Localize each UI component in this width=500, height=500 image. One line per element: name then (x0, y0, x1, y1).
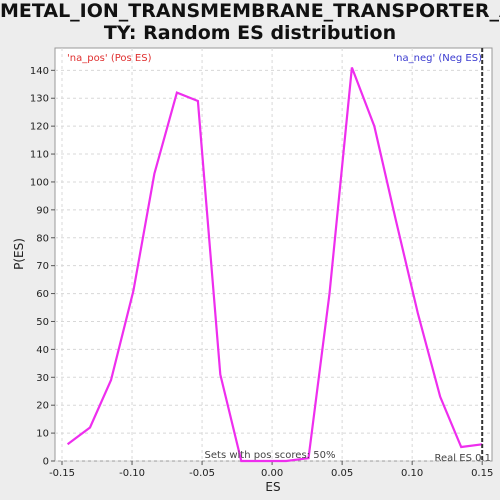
chart-title: METAL_ION_TRANSMEMBRANE_TRANSPORTER_ACTI… (0, 0, 500, 44)
sets-with-pos-scores: Sets with pos scores: 50% (205, 450, 336, 461)
y-tick-label: 110 (30, 150, 49, 161)
x-tick-label: 0.00 (261, 468, 283, 479)
series-line (66, 67, 483, 463)
y-tick-label: 0 (43, 457, 49, 468)
y-tick-label: 20 (36, 401, 49, 412)
y-tick-label: 30 (36, 373, 49, 384)
chart-title-line2: TY: Random ES distribution (103, 22, 397, 44)
x-tick-label: 0.05 (331, 468, 353, 479)
y-tick-label: 130 (30, 94, 49, 105)
x-tick-label: -0.15 (49, 468, 75, 479)
y-tick-label: 70 (36, 261, 49, 272)
y-axis: 0 10 20 30 40 50 60 70 80 90 100 110 120 130 140 (30, 66, 55, 468)
x-axis: -0.15 -0.10 -0.05 0.00 0.05 0.10 0.15 (49, 461, 493, 479)
x-tick-label: -0.10 (119, 468, 145, 479)
x-tick-label: 0.10 (401, 468, 423, 479)
y-tick-label: 50 (36, 317, 49, 328)
y-tick-label: 90 (36, 205, 49, 216)
pos-label: 'na_pos' (Pos ES) (67, 53, 152, 64)
y-tick-label: 120 (30, 122, 49, 133)
y-tick-label: 60 (36, 289, 49, 300)
y-tick-label: 100 (30, 177, 49, 188)
y-tick-label: 140 (30, 66, 49, 77)
x-axis-label: ES (265, 480, 280, 494)
grid (55, 48, 492, 462)
y-tick-label: 40 (36, 345, 49, 356)
y-tick-label: 10 (36, 429, 49, 440)
neg-label: 'na_neg' (Neg ES) (393, 53, 482, 64)
y-axis-label: P(ES) (12, 238, 26, 270)
plot-area (54, 47, 493, 462)
real-es-label: Real ES 0.1 (435, 453, 491, 464)
x-tick-label: 0.15 (471, 468, 493, 479)
x-tick-label: -0.05 (189, 468, 215, 479)
chart-title-line1: METAL_ION_TRANSMEMBRANE_TRANSPORTER_ACTI… (0, 0, 500, 22)
y-tick-label: 80 (36, 233, 49, 244)
